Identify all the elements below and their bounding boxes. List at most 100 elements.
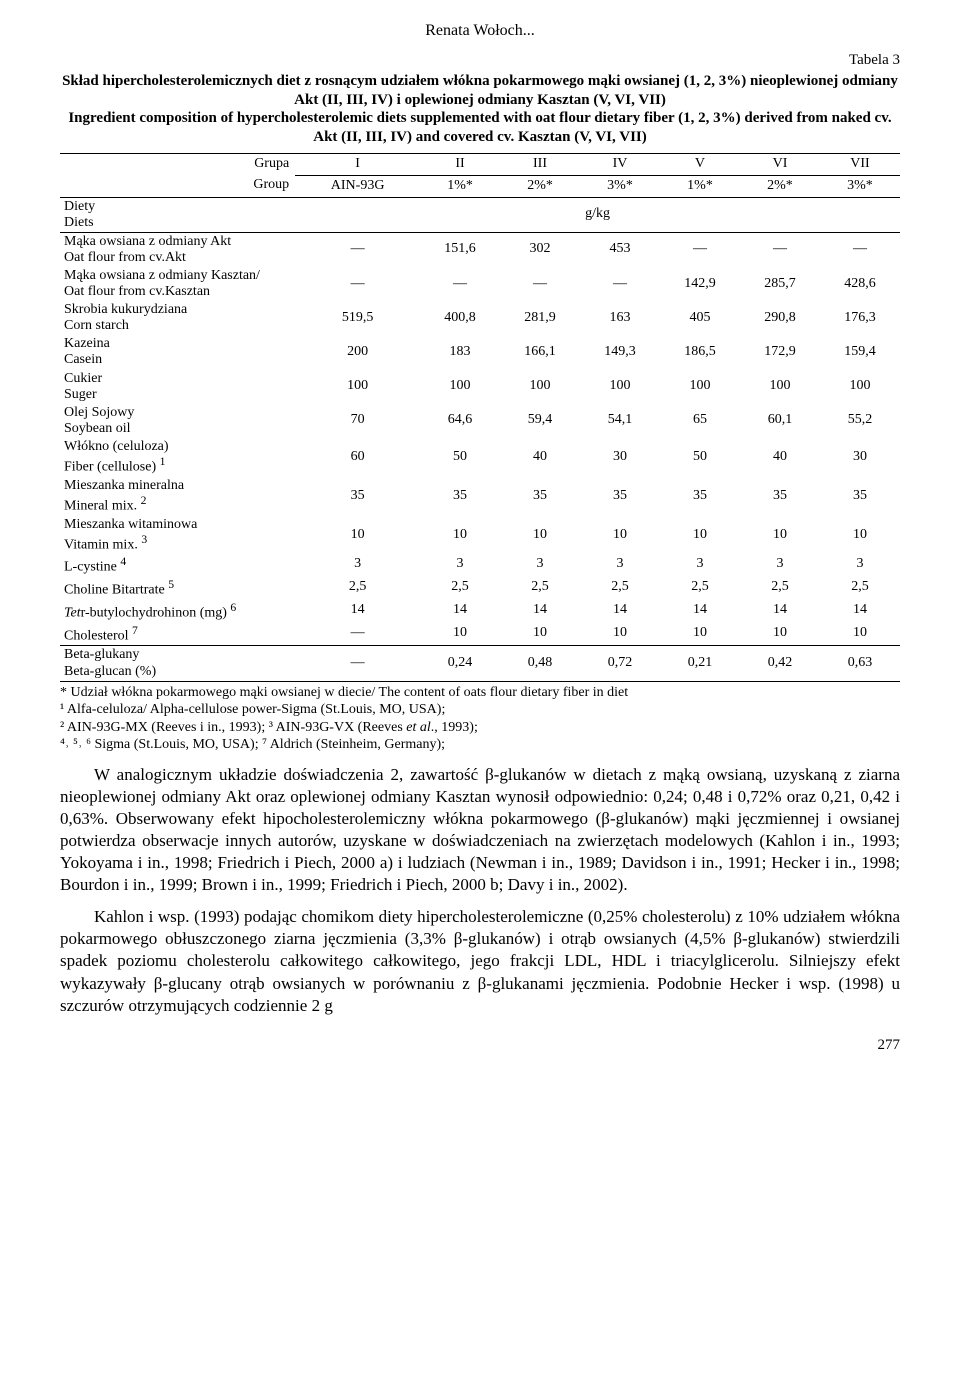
beta-v0: — <box>295 646 420 681</box>
cell: — <box>295 623 420 646</box>
cell: 10 <box>820 623 900 646</box>
cell: 3 <box>295 554 420 577</box>
cell: 166,1 <box>500 335 580 369</box>
head-code-5: 2%* <box>740 175 820 197</box>
cell: 64,6 <box>420 404 500 438</box>
cell: 2,5 <box>660 577 740 600</box>
cell: 3 <box>820 554 900 577</box>
cell: 35 <box>580 477 660 516</box>
cell: 10 <box>820 516 900 555</box>
head-code-3: 3%* <box>580 175 660 197</box>
head-group: Group <box>60 175 295 197</box>
row-label: Olej SojowySoybean oil <box>60 404 295 438</box>
cell: 100 <box>820 370 900 404</box>
row-label: Skrobia kukurydzianaCorn starch <box>60 301 295 335</box>
cell: — <box>580 267 660 301</box>
cell: 142,9 <box>660 267 740 301</box>
cell: 40 <box>500 438 580 477</box>
cell: 172,9 <box>740 335 820 369</box>
cell: 10 <box>500 516 580 555</box>
cell: 10 <box>500 623 580 646</box>
row-label: Mieszanka mineralnaMineral mix. 2 <box>60 477 295 516</box>
cell: 59,4 <box>500 404 580 438</box>
cell: 100 <box>295 370 420 404</box>
cell: 30 <box>820 438 900 477</box>
cell: 100 <box>580 370 660 404</box>
table-caption: Skład hipercholesterolemicznych diet z r… <box>60 72 900 147</box>
head-code-2: 2%* <box>500 175 580 197</box>
cell: 149,3 <box>580 335 660 369</box>
cell: 100 <box>500 370 580 404</box>
cell: 2,5 <box>420 577 500 600</box>
cell: — <box>740 232 820 267</box>
cell: — <box>820 232 900 267</box>
cell: 35 <box>500 477 580 516</box>
head-code-6: 3%* <box>820 175 900 197</box>
row-label: CukierSuger <box>60 370 295 404</box>
composition-table: Grupa I II III IV V VI VII Group AIN-93G… <box>60 153 900 682</box>
cell: 2,5 <box>580 577 660 600</box>
head-roman-3: IV <box>580 153 660 175</box>
cell: 10 <box>295 516 420 555</box>
cell: 405 <box>660 301 740 335</box>
caption-en: Ingredient composition of hypercholester… <box>68 110 891 145</box>
cell: 14 <box>820 600 900 623</box>
cell: 290,8 <box>740 301 820 335</box>
cell: 10 <box>420 516 500 555</box>
head-roman-2: III <box>500 153 580 175</box>
cell: 60 <box>295 438 420 477</box>
row-label: Mąka owsiana z odmiany Kasztan/Oat flour… <box>60 267 295 301</box>
cell: 186,5 <box>660 335 740 369</box>
cell: 40 <box>740 438 820 477</box>
head-unit: g/kg <box>295 197 900 232</box>
row-label: Tetr-butylochydrohinon (mg) 6 <box>60 600 295 623</box>
footnote-0: * Udział włókna pokarmowego mąki owsiane… <box>60 684 900 702</box>
head-roman-0: I <box>295 153 420 175</box>
caption-pl: Skład hipercholesterolemicznych diet z r… <box>62 73 898 108</box>
head-roman-4: V <box>660 153 740 175</box>
beta-v4: 0,21 <box>660 646 740 681</box>
cell: 200 <box>295 335 420 369</box>
head-roman-5: VI <box>740 153 820 175</box>
cell: — <box>660 232 740 267</box>
cell: 2,5 <box>820 577 900 600</box>
head-roman-6: VII <box>820 153 900 175</box>
cell: 519,5 <box>295 301 420 335</box>
row-label: Włókno (celuloza)Fiber (cellulose) 1 <box>60 438 295 477</box>
cell: 10 <box>740 516 820 555</box>
row-label: Mieszanka witaminowaVitamin mix. 3 <box>60 516 295 555</box>
head-diety: Diety Diets <box>60 197 295 232</box>
page-number: 277 <box>60 1035 900 1055</box>
beta-v6: 0,63 <box>820 646 900 681</box>
row-label: Choline Bitartrate 5 <box>60 577 295 600</box>
footnote-3: ⁴˒ ⁵˒ ⁶ Sigma (St.Louis, MO, USA); ⁷ Ald… <box>60 736 900 754</box>
cell: 65 <box>660 404 740 438</box>
cell: 14 <box>580 600 660 623</box>
cell: 302 <box>500 232 580 267</box>
row-label: L-cystine 4 <box>60 554 295 577</box>
cell: 35 <box>820 477 900 516</box>
footnote-1: ¹ Alfa-celuloza/ Alpha-cellulose power-S… <box>60 701 900 719</box>
table-footnotes: * Udział włókna pokarmowego mąki owsiane… <box>60 684 900 754</box>
row-label: Cholesterol 7 <box>60 623 295 646</box>
cell: 14 <box>295 600 420 623</box>
beta-label: Beta-glukany Beta-glucan (%) <box>60 646 295 681</box>
cell: 3 <box>740 554 820 577</box>
body-para-2: Kahlon i wsp. (1993) podając chomikom di… <box>60 906 900 1016</box>
cell: 163 <box>580 301 660 335</box>
cell: 35 <box>740 477 820 516</box>
cell: 2,5 <box>295 577 420 600</box>
cell: 50 <box>420 438 500 477</box>
cell: 60,1 <box>740 404 820 438</box>
head-code-0: AIN-93G <box>295 175 420 197</box>
cell: — <box>295 267 420 301</box>
cell: 151,6 <box>420 232 500 267</box>
cell: 285,7 <box>740 267 820 301</box>
cell: 159,4 <box>820 335 900 369</box>
cell: 10 <box>740 623 820 646</box>
cell: 428,6 <box>820 267 900 301</box>
cell: 10 <box>580 516 660 555</box>
cell: 400,8 <box>420 301 500 335</box>
cell: 10 <box>420 623 500 646</box>
cell: 183 <box>420 335 500 369</box>
